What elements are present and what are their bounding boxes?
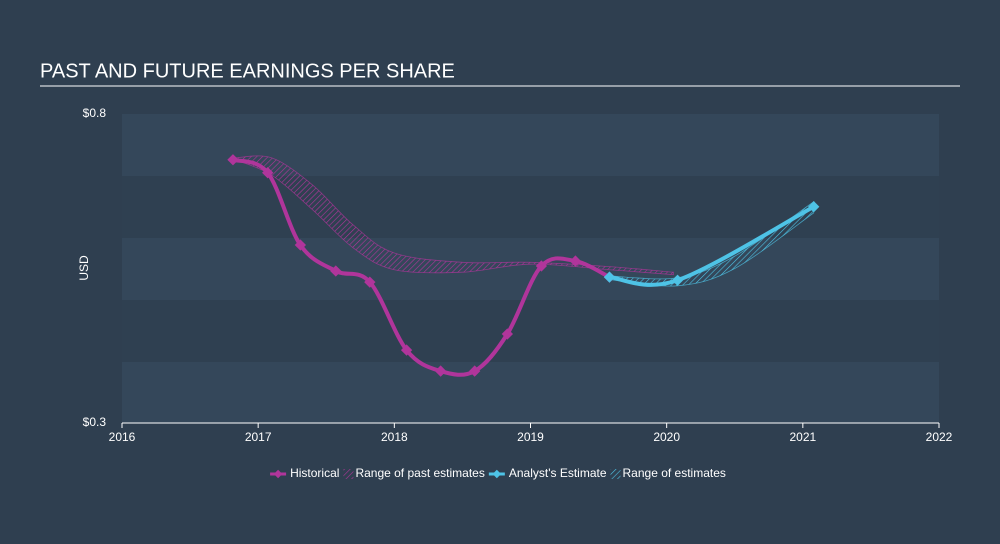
data-point xyxy=(364,276,376,288)
chart-title: PAST AND FUTURE EARNINGS PER SHARE xyxy=(40,60,455,82)
data-point xyxy=(262,167,274,179)
data-point xyxy=(330,265,342,277)
legend-swatch xyxy=(610,469,621,479)
legend: Historical Range of past estimates Analyst… xyxy=(270,466,726,480)
plot-band xyxy=(122,300,939,362)
data-point xyxy=(808,201,820,213)
legend-swatch xyxy=(492,469,502,479)
y-tick-label: $0.8 xyxy=(83,106,107,120)
data-point xyxy=(535,260,548,272)
x-tick-label: 2017 xyxy=(245,430,272,444)
y-tick-label: $0.3 xyxy=(83,415,107,429)
legend-label: Analyst's Estimate xyxy=(509,466,607,480)
plot-band xyxy=(122,362,939,423)
data-point xyxy=(400,344,413,356)
data-point xyxy=(671,274,684,286)
data-point xyxy=(603,271,616,283)
x-tick-label: 2020 xyxy=(653,430,680,444)
range-area xyxy=(234,155,674,276)
x-tick-label: 2022 xyxy=(926,430,953,444)
legend-label: Range of past estimates xyxy=(355,466,484,480)
plot-band xyxy=(122,238,939,300)
plot-band xyxy=(122,176,939,238)
data-point xyxy=(434,365,447,377)
data-point xyxy=(294,239,307,251)
legend-label: Historical xyxy=(290,466,339,480)
plot-band xyxy=(122,114,939,176)
series-line xyxy=(607,204,816,287)
data-point xyxy=(569,255,582,267)
x-tick-label: 2019 xyxy=(517,430,544,444)
y-axis-label: USD xyxy=(77,255,91,281)
legend-label: Range of estimates xyxy=(623,466,726,480)
data-point xyxy=(469,365,481,377)
data-point xyxy=(501,328,514,340)
x-tick-label: 2021 xyxy=(789,430,816,444)
x-tick-label: 2018 xyxy=(381,430,408,444)
x-tick-label: 2016 xyxy=(109,430,136,444)
legend-swatch xyxy=(273,469,283,479)
data-point xyxy=(227,154,239,166)
legend-swatch xyxy=(343,469,354,479)
